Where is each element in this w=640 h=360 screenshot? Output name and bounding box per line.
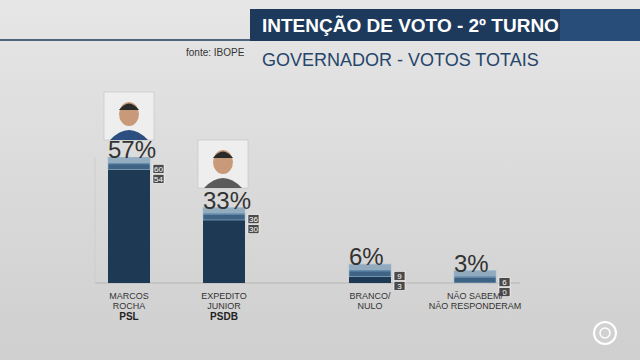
interval-box [394,281,405,290]
photo-frame [104,92,154,140]
interval-label: 60 [154,165,163,174]
photo-hair [119,104,139,111]
photo-body [110,130,148,140]
subtitle: GOVERNADOR - VOTOS TOTAIS [262,50,539,70]
source: fonte: IBOPE [186,47,245,58]
logo-ring [594,322,616,344]
interval-label: 9 [397,272,402,281]
category-label: EXPEDITO [201,291,246,301]
candidate-photo [104,92,154,140]
category-label: NULO [357,301,382,311]
candidate-photo [198,140,248,188]
category-label: NÃO RESPONDERAM [429,301,522,311]
photo-face [213,150,233,174]
interval-box [153,164,164,173]
photo-hair [213,152,233,159]
title: INTENÇÃO DE VOTO - 2º TURNO [262,15,559,36]
photo-body [204,178,242,188]
background [0,0,640,360]
category-label: ROCHA [113,301,146,311]
data-label: 3% [454,250,489,277]
data-label: 33% [203,187,251,214]
interval-label: 36 [249,215,258,224]
logo [594,322,616,344]
category-label: MARCOS [109,291,149,301]
interval-label: 54 [154,175,163,184]
party-label: PSDB [210,311,238,322]
data-label: 57% [108,136,156,163]
party-label: PSL [119,311,138,322]
header-box [250,9,640,41]
page: {"chart_data": { "type": "bar", "title":… [0,0,640,360]
interval-box [499,278,510,287]
data-label: 6% [349,243,384,270]
interval-box [248,215,259,224]
value-axis [95,157,96,283]
bars [108,157,496,283]
interval-label: 6 [502,278,507,287]
interval-label: 30 [249,225,258,234]
interval-label: 3 [397,282,402,291]
category-label: BRANCO/ [349,291,391,301]
photo-frame [198,140,248,188]
category-label: NÃO SABEM/ [447,291,504,301]
bar [203,214,245,283]
bar [108,163,150,283]
photo-face [119,102,139,126]
header-rule [0,39,250,41]
header-accent [560,9,640,41]
interval-label: 0 [502,288,507,297]
chart: INTENÇÃO DE VOTO - 2º TURNO GOVERNADOR - … [0,0,640,360]
interval-box [394,271,405,280]
logo-core [600,328,610,338]
category-label: JUNIOR [207,301,241,311]
interval-box [153,174,164,183]
interval-box [248,225,259,234]
labels: 57%6054MARCOSROCHAPSL33%3630EXPEDITOJUNI… [108,136,521,322]
